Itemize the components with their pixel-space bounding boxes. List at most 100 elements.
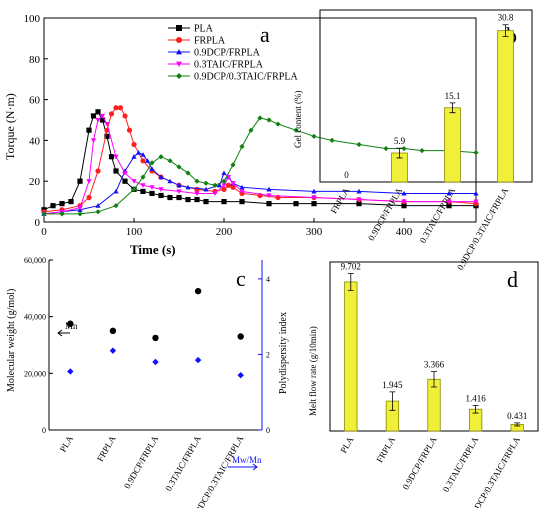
panel-c-ticks: 0 20,000 40,000 60,000 0 2 4 [24, 256, 270, 435]
panel-a-series-3 [41, 113, 479, 217]
panel-a-point [356, 201, 362, 207]
panel-a-legend-marker [176, 49, 182, 55]
panel-d-category-label: 0.3TAIC/FRPLA [441, 435, 481, 494]
panel-b-category-label: FRPLA [329, 186, 352, 216]
panel-c-category-label: 0.3TAIC/FRPLA [163, 434, 203, 493]
panel-c-points: PLA FRPLA 0.9DCP/FRPLA 0.3TAIC/FRPLA0.9DCP/… [58, 287, 246, 508]
panel-a-point [275, 121, 281, 127]
panel-a-point [144, 158, 151, 163]
panel-a-point [401, 190, 407, 196]
panel-a-point [221, 199, 227, 205]
panel-c-mn-point [194, 287, 202, 295]
panel-a-point [329, 137, 335, 143]
panel-a-point [113, 168, 119, 174]
panel-a-point [311, 195, 317, 201]
panel-b-value-label: 0 [344, 170, 349, 180]
panel-a-point [446, 199, 452, 205]
panel-a-point [90, 113, 97, 119]
panel-a-point [473, 190, 479, 196]
panel-a-point [401, 145, 407, 152]
panel-a-point [158, 174, 164, 180]
panel-d-bar [344, 281, 358, 432]
panel-a-point [221, 186, 227, 192]
panel-a-point [158, 192, 164, 199]
panel-d-ylabel: Melt flow rate (g/10min) [308, 326, 318, 416]
panel-a-point [158, 154, 164, 160]
panel-d-value-label: 0.431 [507, 411, 527, 421]
panel-a-point [185, 196, 191, 203]
panel-d-category-label: FRPLA [374, 435, 397, 465]
panel-a-point [293, 127, 299, 133]
panel-a-point [104, 133, 110, 139]
panel-b-category-label: 0.9DCP/0.3TAIC/FRPLA [455, 186, 511, 272]
panel-c-ytick-label: 60,000 [24, 256, 46, 265]
panel-a-point [473, 199, 479, 205]
panel-a-xtick-label: 400 [396, 226, 413, 238]
panel-c-letter: c [236, 266, 246, 291]
panel-a-legend-marker [176, 73, 182, 79]
panel-a-point [108, 111, 115, 117]
panel-b-bar [497, 30, 514, 183]
panel-b-bars: 0FRPLA5.90.9DCP/FRPLA15.10.3TAIC/FRPLA30… [329, 13, 514, 272]
panel-a-point [95, 203, 101, 208]
panel-c-ytick-label: 0 [42, 426, 46, 435]
panel-c-y2tick-label: 2 [266, 350, 270, 359]
panel-a-ytick-label: 0 [35, 217, 41, 229]
panel-a-point [122, 113, 128, 119]
panel-a-point [356, 197, 362, 203]
panel-a-legend-marker [176, 37, 182, 43]
panel-a-ytick-label: 40 [29, 135, 41, 147]
panel-c-mwmn-annotation: Mw/Mn [232, 455, 262, 465]
panel-a-point [194, 186, 200, 192]
panel-c-mn-point [109, 327, 117, 335]
panel-d-bars: 9.702 PLA 1.945 FRPLA 3.366 0.9DCP/FRPLA 1.416… [338, 261, 527, 508]
panel-a-point [212, 191, 218, 197]
panel-a-point [131, 141, 137, 148]
panel-b-gel-content-chart: b Gel content (%) 0FRPLA5.90.9DCP/FRPLA1… [293, 9, 533, 272]
panel-a-torque-chart: 0 100 200 300 400 0 20 40 60 80 100 a Time (s) Tor… [3, 13, 479, 257]
panel-a-point [158, 187, 164, 192]
panel-c-molecular-weight-chart: 0 20,000 40,000 60,000 0 2 4 PLA FRPLA 0.9DCP/FR… [6, 256, 289, 508]
panel-a-series-4 [41, 115, 479, 217]
panel-a-point [257, 115, 263, 121]
panel-a-point [68, 199, 74, 205]
panel-c-category-label: PLA [58, 434, 75, 454]
panel-a-point [50, 203, 56, 209]
panel-a-point [239, 199, 245, 205]
panel-a-point [59, 211, 65, 217]
panel-a-point [446, 190, 452, 196]
panel-a-legend-marker [176, 61, 182, 67]
panel-a-legend: PLAFRPLA0.9DCP/FRPLA0.3TAIC/FRPLA0.9DCP/… [168, 24, 298, 83]
panel-c-pdi-point [237, 372, 244, 379]
panel-a-point [131, 186, 137, 192]
panel-d-error-bar [514, 422, 521, 427]
panel-a-point [401, 203, 407, 209]
panel-a-series-line [43, 152, 476, 215]
panel-a-point [266, 186, 272, 192]
panel-a-point [117, 105, 124, 111]
panel-c-pdi-point [67, 368, 74, 375]
panel-a-point [221, 183, 227, 188]
panel-a-legend-label: 0.9DCP/FRPLA [194, 48, 261, 59]
panel-a-point [203, 199, 209, 205]
panel-b-error-bar [449, 102, 456, 114]
panel-a-point [86, 127, 92, 133]
panel-a-point [95, 209, 101, 215]
panel-a-point [90, 138, 97, 143]
panel-a-xtick-label: 300 [306, 226, 323, 238]
panel-a-point [59, 201, 65, 207]
panel-a-point [266, 201, 272, 207]
panel-a-point [140, 183, 146, 188]
panel-c-ytick-label: 20,000 [24, 369, 46, 378]
panel-a-point [95, 109, 101, 115]
panel-a-point [122, 170, 128, 176]
panel-a-point [104, 122, 110, 127]
panel-b-error-bar [396, 147, 403, 159]
panel-a-point [176, 164, 182, 170]
panel-c-category-label: 0.9DCP/FRPLA [122, 434, 161, 491]
panel-c-mn-point [237, 333, 244, 340]
panel-a-point [221, 170, 227, 176]
panel-a-point [113, 105, 119, 111]
panel-c-y2tick-label: 0 [266, 426, 270, 435]
panel-a-point [167, 158, 173, 164]
